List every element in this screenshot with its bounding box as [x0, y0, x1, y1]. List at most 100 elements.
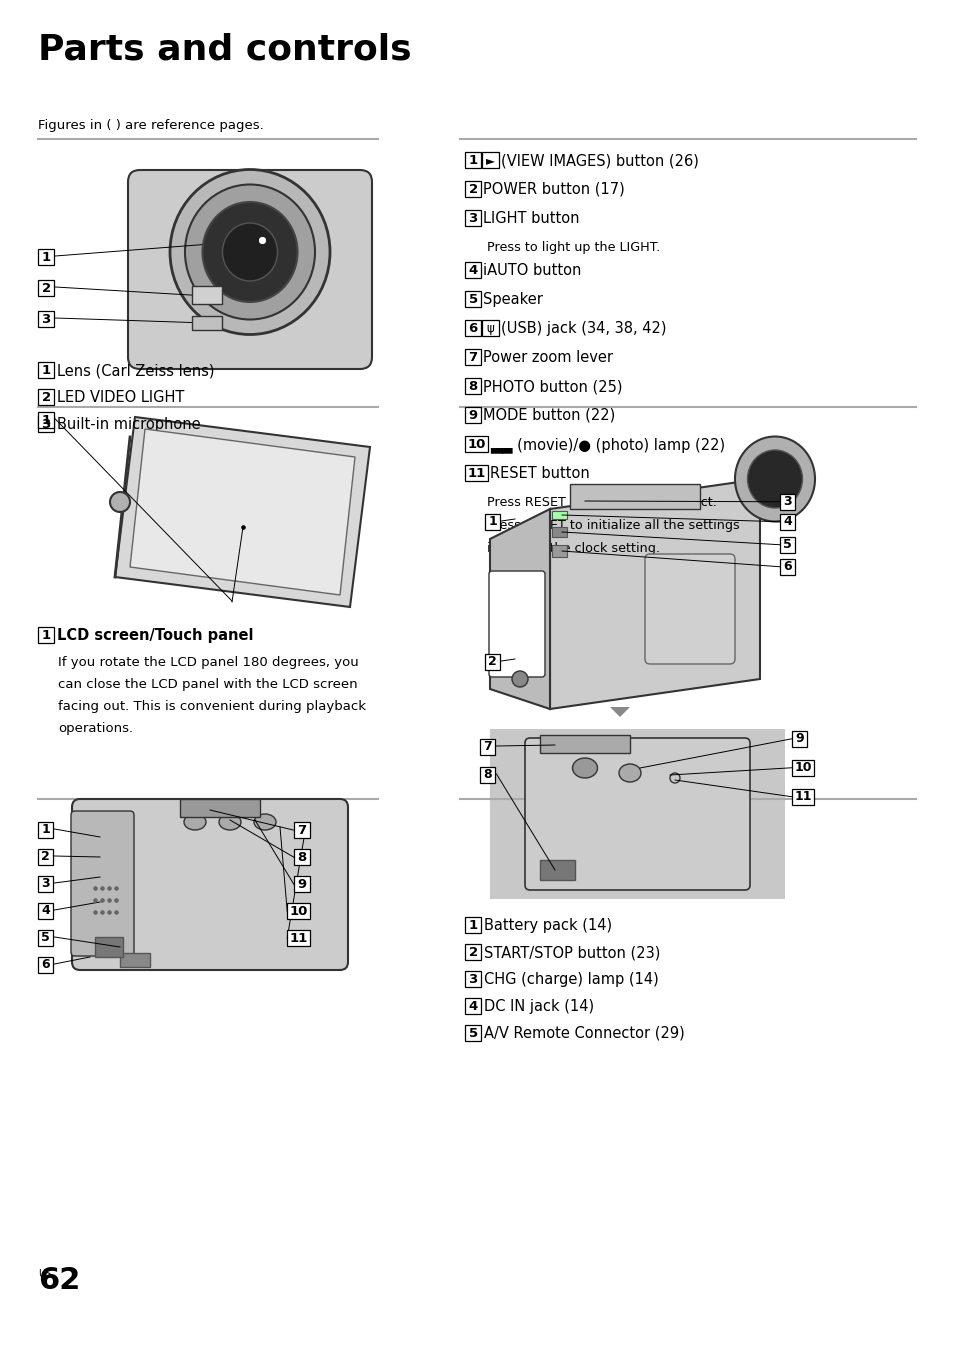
Text: 3: 3: [42, 312, 51, 326]
Text: iAUTO button: iAUTO button: [483, 263, 581, 278]
Bar: [464, 1025, 480, 1041]
Bar: [464, 944, 480, 961]
Text: 1: 1: [41, 824, 51, 836]
Text: ►: ►: [485, 153, 495, 167]
Text: 5: 5: [468, 293, 477, 305]
Text: US: US: [38, 1269, 51, 1280]
Bar: [38, 417, 54, 433]
Text: 1: 1: [42, 251, 51, 263]
Text: 7: 7: [468, 350, 477, 364]
Text: 4: 4: [468, 263, 477, 277]
Text: 2: 2: [488, 655, 497, 668]
Text: RESET button: RESET button: [489, 465, 589, 480]
Text: Speaker: Speaker: [483, 292, 542, 307]
Text: Press RESET using a pointed object.: Press RESET using a pointed object.: [486, 497, 716, 509]
Text: Press RESET to initialize all the settings: Press RESET to initialize all the settin…: [486, 518, 739, 532]
Bar: [294, 822, 310, 839]
Text: 11: 11: [289, 932, 308, 944]
Text: Lens (Carl Zeiss lens): Lens (Carl Zeiss lens): [57, 364, 214, 379]
Text: ψ: ψ: [486, 322, 494, 335]
Bar: [464, 180, 480, 197]
Text: 9: 9: [795, 733, 803, 745]
Bar: [294, 877, 310, 893]
Text: 62: 62: [38, 1266, 80, 1295]
Text: Built-in microphone: Built-in microphone: [57, 417, 201, 432]
Bar: [464, 320, 480, 337]
Bar: [780, 537, 795, 552]
Bar: [38, 413, 54, 429]
Text: including the clock setting.: including the clock setting.: [486, 541, 659, 555]
Polygon shape: [609, 707, 629, 716]
Text: Battery pack (14): Battery pack (14): [484, 917, 612, 934]
FancyBboxPatch shape: [524, 738, 749, 890]
Bar: [464, 465, 487, 482]
Text: 2: 2: [468, 183, 477, 195]
Bar: [38, 822, 53, 837]
Polygon shape: [550, 479, 760, 708]
Bar: [38, 849, 53, 864]
Bar: [482, 320, 498, 337]
Text: 4: 4: [468, 1000, 477, 1012]
Ellipse shape: [184, 814, 206, 830]
Bar: [464, 997, 480, 1014]
Text: ▃▃ (movie)/● (photo) lamp (22): ▃▃ (movie)/● (photo) lamp (22): [489, 437, 724, 453]
Bar: [287, 902, 310, 919]
Text: 1: 1: [468, 919, 477, 932]
Text: 2: 2: [42, 282, 51, 294]
Bar: [95, 936, 123, 957]
Text: 3: 3: [782, 495, 791, 509]
Bar: [484, 514, 500, 529]
Text: Parts and controls: Parts and controls: [38, 33, 411, 66]
Text: 8: 8: [483, 768, 492, 782]
Text: 10: 10: [793, 761, 811, 775]
Bar: [464, 436, 487, 452]
Text: LCD screen/Touch panel: LCD screen/Touch panel: [57, 628, 253, 643]
Text: 1: 1: [488, 516, 497, 528]
Text: 3: 3: [468, 212, 477, 225]
Bar: [552, 546, 566, 556]
Text: 3: 3: [42, 418, 51, 430]
Bar: [464, 290, 480, 307]
Ellipse shape: [734, 437, 814, 521]
Ellipse shape: [222, 223, 277, 281]
Ellipse shape: [747, 451, 801, 508]
Bar: [38, 957, 53, 973]
Bar: [294, 849, 310, 866]
Text: 6: 6: [468, 322, 477, 335]
Text: LED VIDEO LIGHT: LED VIDEO LIGHT: [57, 389, 185, 404]
FancyBboxPatch shape: [71, 811, 133, 955]
Text: 10: 10: [467, 438, 485, 451]
Polygon shape: [115, 417, 370, 607]
Ellipse shape: [202, 202, 297, 303]
Bar: [38, 311, 54, 327]
Text: 9: 9: [468, 408, 477, 422]
Bar: [38, 627, 54, 643]
Text: 1: 1: [42, 364, 51, 377]
Text: 1: 1: [468, 153, 477, 167]
Bar: [287, 930, 310, 946]
Text: 3: 3: [468, 973, 477, 985]
Bar: [192, 316, 222, 330]
Bar: [192, 286, 222, 304]
Bar: [38, 877, 53, 892]
Bar: [791, 760, 813, 775]
Text: 6: 6: [782, 560, 791, 573]
Text: Power zoom lever: Power zoom lever: [483, 350, 613, 365]
Text: 5: 5: [41, 931, 51, 944]
Text: Press to light up the LIGHT.: Press to light up the LIGHT.: [486, 242, 659, 254]
Bar: [490, 729, 784, 898]
Text: (USB) jack (34, 38, 42): (USB) jack (34, 38, 42): [500, 322, 665, 337]
Text: operations.: operations.: [58, 722, 133, 735]
Text: START/STOP button (23): START/STOP button (23): [484, 944, 660, 959]
Ellipse shape: [219, 814, 241, 830]
Text: POWER button (17): POWER button (17): [483, 182, 624, 197]
Text: DC IN jack (14): DC IN jack (14): [484, 999, 594, 1014]
Ellipse shape: [618, 764, 640, 782]
Bar: [464, 262, 480, 278]
Ellipse shape: [253, 814, 275, 830]
Text: 8: 8: [468, 380, 477, 392]
Text: 3: 3: [41, 877, 50, 890]
Text: 5: 5: [468, 1027, 477, 1039]
Polygon shape: [490, 509, 550, 708]
Bar: [539, 735, 629, 753]
